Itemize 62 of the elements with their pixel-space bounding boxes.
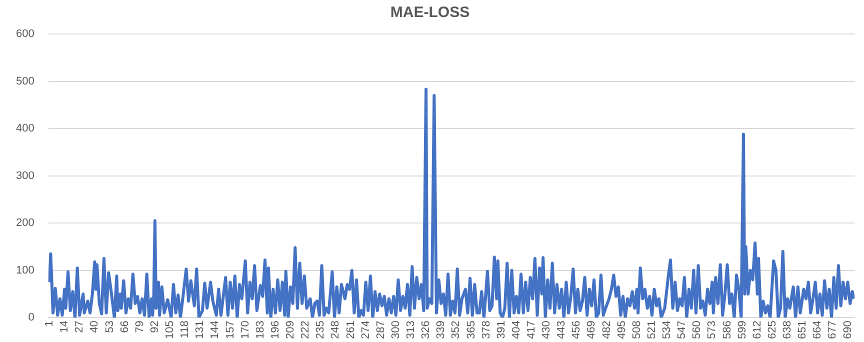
x-tick-label: 105 [164,320,176,340]
x-tick-label: 300 [390,320,402,340]
x-tick-label: 625 [766,320,778,340]
x-tick-label: 183 [254,320,266,340]
x-tick-label: 313 [405,320,418,340]
x-tick-label: 92 [148,320,161,333]
x-tick-label: 573 [706,320,718,340]
y-tick-label: 300 [16,170,34,182]
y-tick-label: 400 [16,122,34,135]
x-tick-label: 534 [661,320,674,340]
x-tick-label: 547 [676,320,688,340]
x-tick-label: 677 [826,320,839,340]
x-tick-label: 651 [796,320,809,340]
x-tick-label: 66 [118,320,131,333]
y-tick-label: 500 [16,75,34,88]
y-tick-label: 0 [28,312,34,324]
x-tick-label: 261 [344,320,357,340]
x-tick-label: 352 [450,320,462,340]
x-tick-label: 430 [540,320,553,340]
x-tick-label: 170 [239,320,252,340]
x-tick-label: 53 [104,320,116,333]
x-tick-label: 508 [630,320,643,340]
x-tick-label: 638 [782,320,794,340]
x-tick-label: 235 [314,320,327,340]
x-tick-label: 443 [556,320,568,340]
x-tick-label: 118 [179,320,192,338]
x-tick-label: 469 [586,320,598,340]
x-tick-label: 612 [751,320,764,340]
chart-title: MAE-LOSS [390,4,470,22]
y-tick-label: 200 [16,217,34,230]
x-tick-label: 157 [224,320,236,340]
x-tick-label: 391 [495,320,508,340]
x-tick-label: 1 [44,320,56,327]
x-tick-label: 144 [209,320,222,340]
x-tick-label: 560 [691,320,704,340]
x-tick-label: 274 [360,320,372,340]
x-tick-label: 378 [480,320,492,340]
y-tick-label: 600 [16,28,34,40]
x-tick-label: 482 [600,320,613,340]
x-tick-label: 664 [812,320,824,340]
x-tick-label: 326 [420,320,432,340]
x-tick-label: 495 [616,320,628,340]
x-tick-label: 339 [435,320,448,340]
x-tick-label: 287 [374,320,387,340]
x-tick-label: 586 [721,320,734,340]
x-tick-label: 690 [842,320,854,340]
x-tick-label: 14 [58,320,71,333]
x-tick-label: 79 [134,320,146,333]
x-tick-label: 131 [194,320,206,340]
x-tick-label: 599 [736,320,748,340]
y-tick-label: 100 [16,264,34,276]
x-tick-label: 365 [465,320,478,340]
x-tick-label: 196 [269,320,282,340]
x-tick-label: 404 [510,320,522,340]
x-tick-label: 417 [525,320,538,340]
x-tick-label: 40 [88,320,101,333]
x-tick-label: 209 [284,320,297,340]
x-tick-label: 521 [646,320,658,340]
x-tick-label: 456 [570,320,583,340]
x-tick-label: 248 [330,320,342,340]
x-tick-label: 222 [300,320,312,340]
x-tick-label: 27 [74,320,86,333]
